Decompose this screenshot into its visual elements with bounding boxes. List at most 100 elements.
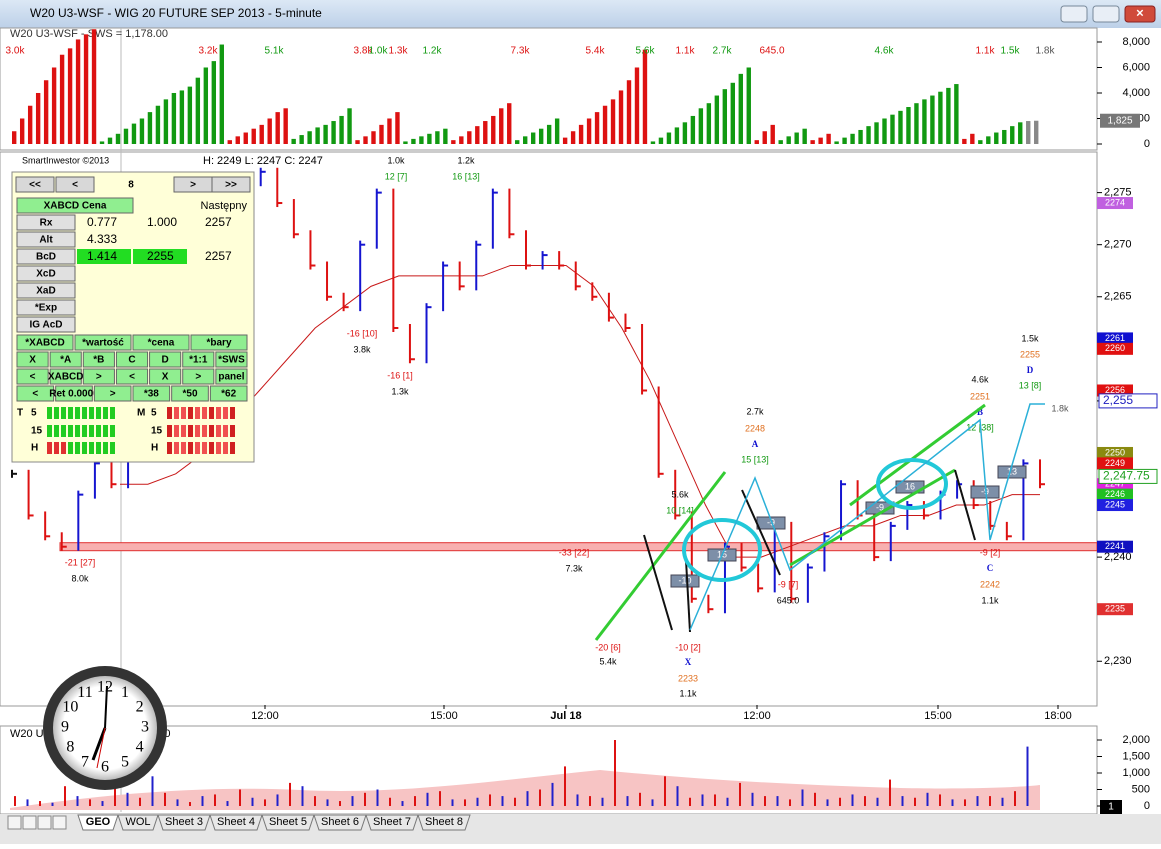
sheet-tab[interactable]	[417, 814, 471, 831]
nav-button[interactable]	[55, 176, 95, 193]
panel-button[interactable]	[215, 351, 248, 368]
panel-button-label: *50	[182, 389, 197, 400]
volume-bar	[14, 796, 16, 806]
volume-annotation: 3.0k	[6, 46, 26, 57]
indicator-cell	[195, 407, 200, 419]
swing-box-label: -9	[876, 502, 884, 512]
volume-bar	[364, 792, 366, 806]
volume-annotation: 1.1k	[976, 46, 996, 57]
sheet-tab[interactable]	[157, 814, 211, 831]
volume-bar	[882, 118, 887, 144]
panel-button[interactable]	[49, 368, 82, 385]
sheet-tab[interactable]	[117, 814, 159, 831]
price-label-box	[1097, 457, 1133, 470]
nav-button[interactable]	[15, 176, 55, 193]
clock-number: 2	[136, 699, 144, 716]
volume-bar	[898, 110, 903, 144]
volume-bar	[147, 112, 153, 144]
tab-scroll-button[interactable]	[22, 815, 37, 830]
panel-button[interactable]	[132, 385, 171, 402]
tab-scroll-button[interactable]	[37, 815, 52, 830]
tab-scroll-button[interactable]	[7, 815, 22, 830]
indicator-cell	[223, 407, 228, 419]
volume-bar	[589, 796, 591, 806]
row-value: 0.777	[87, 215, 117, 229]
panel-button[interactable]	[149, 368, 182, 385]
volume-bar	[964, 799, 966, 806]
pattern-annotation: -9 [7]	[778, 579, 799, 589]
volume-bar	[371, 131, 376, 144]
nav-button-label: <	[72, 180, 78, 191]
volume-bar	[722, 89, 728, 144]
volume-bar	[43, 80, 49, 144]
price-label: 2256	[1105, 385, 1125, 395]
volume-bar	[464, 799, 466, 806]
pattern-annotation: 2242	[980, 579, 1000, 589]
panel-button[interactable]	[171, 385, 209, 402]
volume-bar	[283, 108, 288, 144]
volume-bar	[259, 124, 264, 144]
panel-button[interactable]	[49, 351, 82, 368]
pattern-annotation: C	[987, 563, 994, 573]
y-tick-label: 8,000	[1122, 36, 1150, 48]
minimize-button[interactable]	[1060, 5, 1088, 23]
marker-label: 1	[1108, 802, 1114, 813]
volume-bar	[123, 128, 129, 144]
nav-button-label: 8	[128, 180, 134, 191]
indicator-cell	[103, 442, 108, 454]
panel-button[interactable]	[74, 334, 132, 351]
panel-button[interactable]	[55, 385, 93, 402]
volume-bar	[475, 126, 480, 144]
volume-bar	[501, 796, 504, 806]
panel-button[interactable]	[16, 334, 74, 351]
indicator-cell	[216, 407, 221, 419]
panel-button[interactable]	[190, 334, 248, 351]
tab-scroll-button[interactable]	[52, 815, 67, 830]
row-label-cell	[16, 248, 76, 265]
sheet-tab[interactable]	[261, 814, 315, 831]
panel-button-label: *A	[60, 355, 71, 366]
indicator-cell	[209, 425, 214, 437]
volume-bar	[754, 140, 759, 144]
panel-button[interactable]	[16, 385, 55, 402]
sheet-tab[interactable]	[209, 814, 263, 831]
panel-button[interactable]	[115, 368, 149, 385]
panel-button[interactable]	[93, 385, 132, 402]
volume-annotation: 645.0	[759, 46, 784, 57]
row-label-cell	[16, 231, 76, 248]
panel-button[interactable]	[132, 334, 190, 351]
sheet-tab[interactable]	[77, 814, 119, 831]
panel-button[interactable]	[215, 368, 248, 385]
close-button[interactable]	[1124, 5, 1156, 23]
sheet-tab[interactable]	[365, 814, 419, 831]
indicator-cell	[75, 442, 80, 454]
volume-bar	[347, 108, 352, 144]
panel-button[interactable]	[82, 351, 115, 368]
panel-button[interactable]	[16, 368, 49, 385]
panel-button[interactable]	[115, 351, 149, 368]
volume-bar	[650, 141, 656, 144]
nav-button[interactable]	[211, 176, 251, 193]
volume-bar	[403, 141, 408, 144]
panel-button[interactable]	[82, 368, 115, 385]
volume-annotation: 1.5k	[1001, 46, 1021, 57]
volume-bar	[751, 792, 754, 806]
indicator-cell	[188, 425, 193, 437]
pattern-annotation: -10 [2]	[675, 642, 701, 652]
volume-bar	[51, 802, 54, 806]
panel-button[interactable]	[209, 385, 248, 402]
sheet-tab[interactable]	[313, 814, 367, 831]
volume-bar	[467, 131, 472, 144]
panel-button[interactable]	[16, 351, 49, 368]
volume-bar	[164, 792, 166, 806]
maximize-button[interactable]	[1092, 5, 1120, 23]
volume-bar	[515, 140, 520, 144]
volume-bar	[395, 112, 400, 144]
volume-bar	[99, 141, 105, 144]
y-tick-label: 500	[1132, 783, 1150, 795]
volume-bar	[114, 776, 116, 806]
panel-button[interactable]	[149, 351, 182, 368]
volume-bar	[922, 99, 927, 144]
panel-button[interactable]	[182, 368, 215, 385]
panel-button[interactable]	[182, 351, 215, 368]
